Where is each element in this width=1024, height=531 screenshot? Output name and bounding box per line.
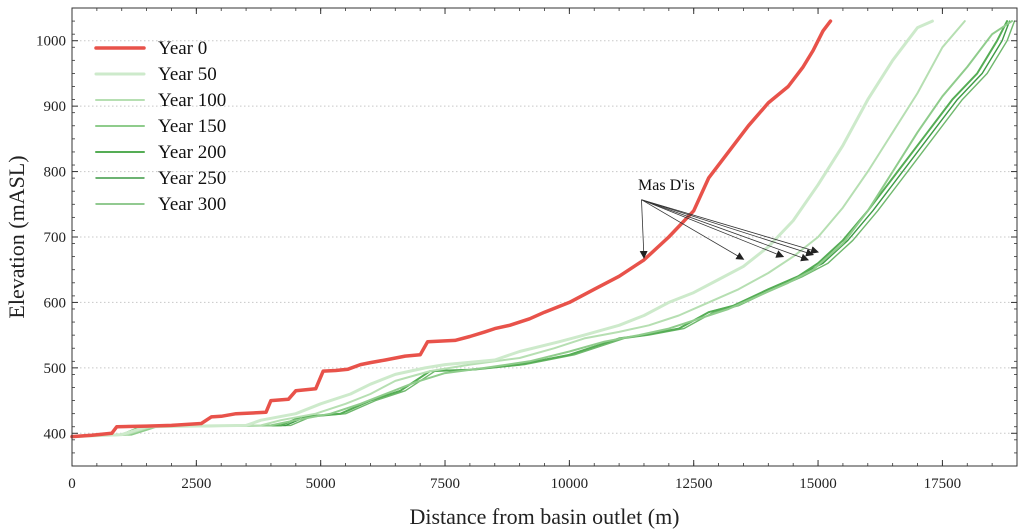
legend-label-year-50: Year 50	[158, 64, 217, 85]
x-tick-label: 15000	[799, 476, 837, 492]
legend: Year 0 Year 50 Year 100 Year 150 Year 200 Yea…	[94, 38, 226, 215]
y-tick-label: 600	[44, 295, 67, 311]
legend-label-year-200: Year 200	[158, 142, 226, 163]
x-tick-label: 7500	[430, 476, 460, 492]
y-tick-label: 1000	[36, 34, 66, 50]
series-line-year-100	[71, 20, 966, 438]
y-tick-label: 800	[44, 165, 67, 181]
x-tick-label: 12500	[675, 476, 713, 492]
legend-label-year-100: Year 100	[158, 90, 226, 111]
series-line-year-150	[71, 20, 1013, 438]
x-axis-title: Distance from basin outlet (m)	[409, 504, 679, 529]
annotation-arrow	[641, 199, 810, 262]
y-tick-label: 500	[44, 361, 67, 377]
legend-label-year-250: Year 250	[158, 168, 226, 189]
series-line-year-50	[70, 19, 934, 439]
legend-label-year-150: Year 150	[158, 116, 226, 137]
annotation-arrow	[639, 199, 648, 259]
legend-label-year-300: Year 300	[158, 194, 226, 215]
annotation-arrow	[641, 199, 820, 254]
y-axis-title: Elevation (mASL)	[4, 155, 29, 318]
annotation-label: Mas D'is	[638, 177, 695, 194]
y-tick-label: 700	[44, 230, 67, 246]
y-tick-label: 900	[44, 99, 67, 115]
grid-lines	[72, 40, 1017, 434]
x-tick-label: 2500	[181, 476, 211, 492]
annotation-arrow	[641, 199, 815, 257]
x-tick-label: 0	[68, 476, 76, 492]
x-tick-label: 10000	[551, 476, 589, 492]
series-line-year-0	[70, 19, 833, 439]
y-tick-label: 400	[44, 426, 67, 442]
annotation-arrow	[641, 199, 785, 258]
annotation-arrow	[641, 199, 745, 260]
legend-label-year-0: Year 0	[158, 38, 207, 59]
series-lines	[70, 19, 1016, 439]
annotations: Mas D'is	[638, 177, 820, 262]
x-tick-label: 5000	[306, 476, 336, 492]
x-tick-label: 17500	[924, 476, 962, 492]
